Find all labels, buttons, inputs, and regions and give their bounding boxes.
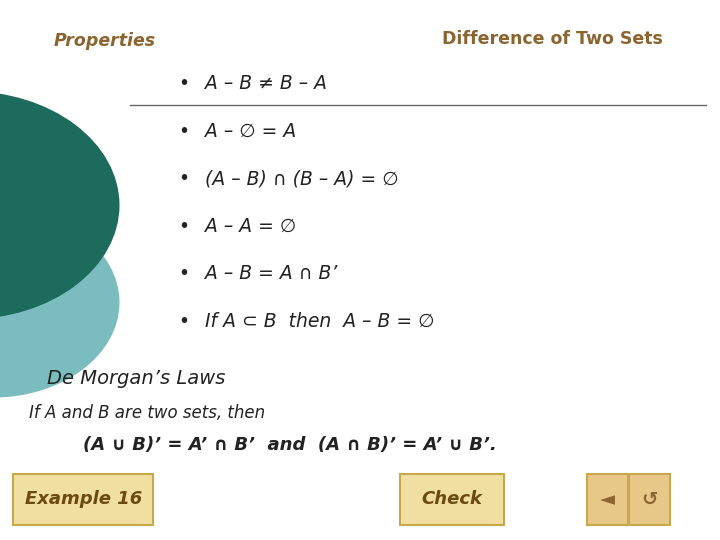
Text: A – A = ∅: A – A = ∅	[205, 217, 297, 236]
Text: Properties: Properties	[54, 32, 156, 50]
Text: Difference of Two Sets: Difference of Two Sets	[441, 30, 662, 48]
FancyBboxPatch shape	[400, 474, 504, 525]
Text: ◄: ◄	[600, 490, 615, 509]
Text: De Morgan’s Laws: De Morgan’s Laws	[47, 368, 225, 388]
Text: •: •	[178, 169, 189, 188]
Text: •: •	[178, 122, 189, 141]
FancyBboxPatch shape	[587, 474, 628, 525]
Circle shape	[0, 92, 119, 319]
Text: •: •	[178, 312, 189, 331]
FancyBboxPatch shape	[13, 474, 153, 525]
Text: (A – B) ∩ (B – A) = ∅: (A – B) ∩ (B – A) = ∅	[205, 169, 399, 188]
Text: If A ⊂ B  then  A – B = ∅: If A ⊂ B then A – B = ∅	[205, 312, 435, 331]
Text: •: •	[178, 74, 189, 93]
Text: ↺: ↺	[641, 490, 657, 509]
Text: •: •	[178, 264, 189, 284]
Text: A – B ≠ B – A: A – B ≠ B – A	[205, 74, 327, 93]
Text: A – B = A ∩ B’: A – B = A ∩ B’	[205, 264, 338, 284]
FancyBboxPatch shape	[629, 474, 670, 525]
Text: Example 16: Example 16	[24, 490, 142, 508]
Text: If A and B are two sets, then: If A and B are two sets, then	[29, 404, 265, 422]
Text: Check: Check	[421, 490, 482, 508]
Circle shape	[0, 208, 119, 397]
Text: (A ∪ B)’ = A’ ∩ B’  and  (A ∩ B)’ = A’ ∪ B’.: (A ∪ B)’ = A’ ∩ B’ and (A ∩ B)’ = A’ ∪ B…	[83, 436, 497, 455]
Text: •: •	[178, 217, 189, 236]
Text: A – ∅ = A: A – ∅ = A	[205, 122, 297, 141]
